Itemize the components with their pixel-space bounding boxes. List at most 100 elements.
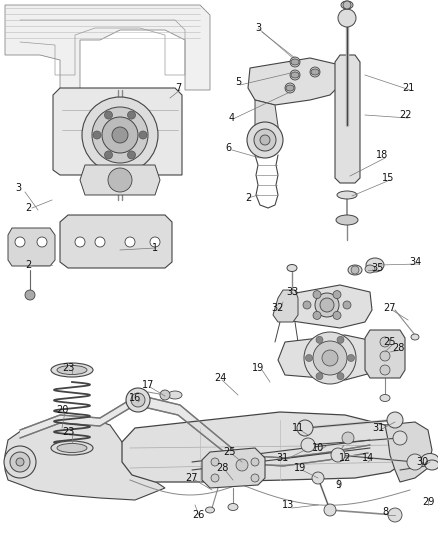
Text: 28: 28 xyxy=(392,343,404,353)
Text: 24: 24 xyxy=(214,373,226,383)
Circle shape xyxy=(380,337,390,347)
Circle shape xyxy=(260,135,270,145)
Text: 25: 25 xyxy=(224,447,236,457)
Text: 27: 27 xyxy=(384,303,396,313)
Text: 35: 35 xyxy=(372,263,384,273)
Polygon shape xyxy=(100,395,138,426)
Ellipse shape xyxy=(51,363,93,377)
Text: 16: 16 xyxy=(129,393,141,403)
Ellipse shape xyxy=(425,460,438,470)
Polygon shape xyxy=(20,415,60,438)
Text: 21: 21 xyxy=(402,83,414,93)
Ellipse shape xyxy=(366,258,384,272)
Text: 34: 34 xyxy=(409,257,421,267)
Text: 1: 1 xyxy=(152,243,158,253)
Circle shape xyxy=(338,9,356,27)
Polygon shape xyxy=(60,215,172,268)
Circle shape xyxy=(92,107,148,163)
Polygon shape xyxy=(248,58,345,105)
Circle shape xyxy=(95,237,105,247)
Circle shape xyxy=(315,293,339,317)
Ellipse shape xyxy=(365,265,375,273)
Circle shape xyxy=(312,472,324,484)
Text: 23: 23 xyxy=(62,427,74,437)
Ellipse shape xyxy=(51,441,93,455)
Polygon shape xyxy=(238,455,285,466)
Text: 11: 11 xyxy=(292,423,304,433)
Circle shape xyxy=(320,298,334,312)
Circle shape xyxy=(343,1,351,9)
Text: 6: 6 xyxy=(225,143,231,153)
Circle shape xyxy=(333,311,341,319)
Polygon shape xyxy=(135,395,180,415)
Text: 8: 8 xyxy=(382,507,388,517)
Circle shape xyxy=(322,350,338,366)
Circle shape xyxy=(15,237,25,247)
Text: 19: 19 xyxy=(294,463,306,473)
Text: 14: 14 xyxy=(362,453,374,463)
Text: 27: 27 xyxy=(186,473,198,483)
Circle shape xyxy=(150,237,160,247)
Circle shape xyxy=(251,474,259,482)
Circle shape xyxy=(16,458,24,466)
Ellipse shape xyxy=(287,264,297,271)
Circle shape xyxy=(313,290,321,298)
Circle shape xyxy=(139,131,147,139)
Circle shape xyxy=(313,341,347,375)
Circle shape xyxy=(316,336,323,343)
Circle shape xyxy=(236,459,248,471)
Circle shape xyxy=(347,354,354,361)
Text: 32: 32 xyxy=(272,303,284,313)
Circle shape xyxy=(380,351,390,361)
Circle shape xyxy=(380,365,390,375)
Circle shape xyxy=(105,111,113,119)
Ellipse shape xyxy=(228,504,238,511)
Circle shape xyxy=(108,168,132,192)
Ellipse shape xyxy=(205,507,215,513)
Text: 9: 9 xyxy=(335,480,341,490)
Circle shape xyxy=(301,438,315,452)
Circle shape xyxy=(297,420,313,436)
Ellipse shape xyxy=(168,391,182,399)
Circle shape xyxy=(351,266,359,274)
Circle shape xyxy=(304,332,356,384)
Circle shape xyxy=(324,504,336,516)
Circle shape xyxy=(211,458,219,466)
Text: 19: 19 xyxy=(252,363,264,373)
Polygon shape xyxy=(122,412,408,482)
Circle shape xyxy=(127,151,135,159)
Circle shape xyxy=(126,388,150,412)
Circle shape xyxy=(254,129,276,151)
Ellipse shape xyxy=(286,85,294,91)
Ellipse shape xyxy=(348,265,362,275)
Text: 15: 15 xyxy=(382,173,394,183)
Ellipse shape xyxy=(291,72,299,78)
Polygon shape xyxy=(60,415,100,426)
Polygon shape xyxy=(385,422,432,482)
Circle shape xyxy=(305,354,312,361)
Circle shape xyxy=(25,290,35,300)
Circle shape xyxy=(303,301,311,309)
Text: 17: 17 xyxy=(142,380,154,390)
Circle shape xyxy=(343,301,351,309)
Text: 31: 31 xyxy=(372,423,384,433)
Text: 3: 3 xyxy=(15,183,21,193)
Text: 4: 4 xyxy=(229,113,235,123)
Polygon shape xyxy=(335,55,360,183)
Circle shape xyxy=(407,454,423,470)
Text: 33: 33 xyxy=(286,287,298,297)
Polygon shape xyxy=(328,445,370,460)
Text: 5: 5 xyxy=(235,77,241,87)
Circle shape xyxy=(82,97,158,173)
Circle shape xyxy=(247,122,283,158)
Polygon shape xyxy=(178,405,240,463)
Ellipse shape xyxy=(291,59,299,65)
Circle shape xyxy=(331,448,345,462)
Polygon shape xyxy=(53,88,182,175)
Ellipse shape xyxy=(421,454,438,466)
Circle shape xyxy=(285,83,295,93)
Polygon shape xyxy=(273,290,298,322)
Ellipse shape xyxy=(380,394,390,401)
Ellipse shape xyxy=(336,215,358,225)
Text: 10: 10 xyxy=(312,443,324,453)
